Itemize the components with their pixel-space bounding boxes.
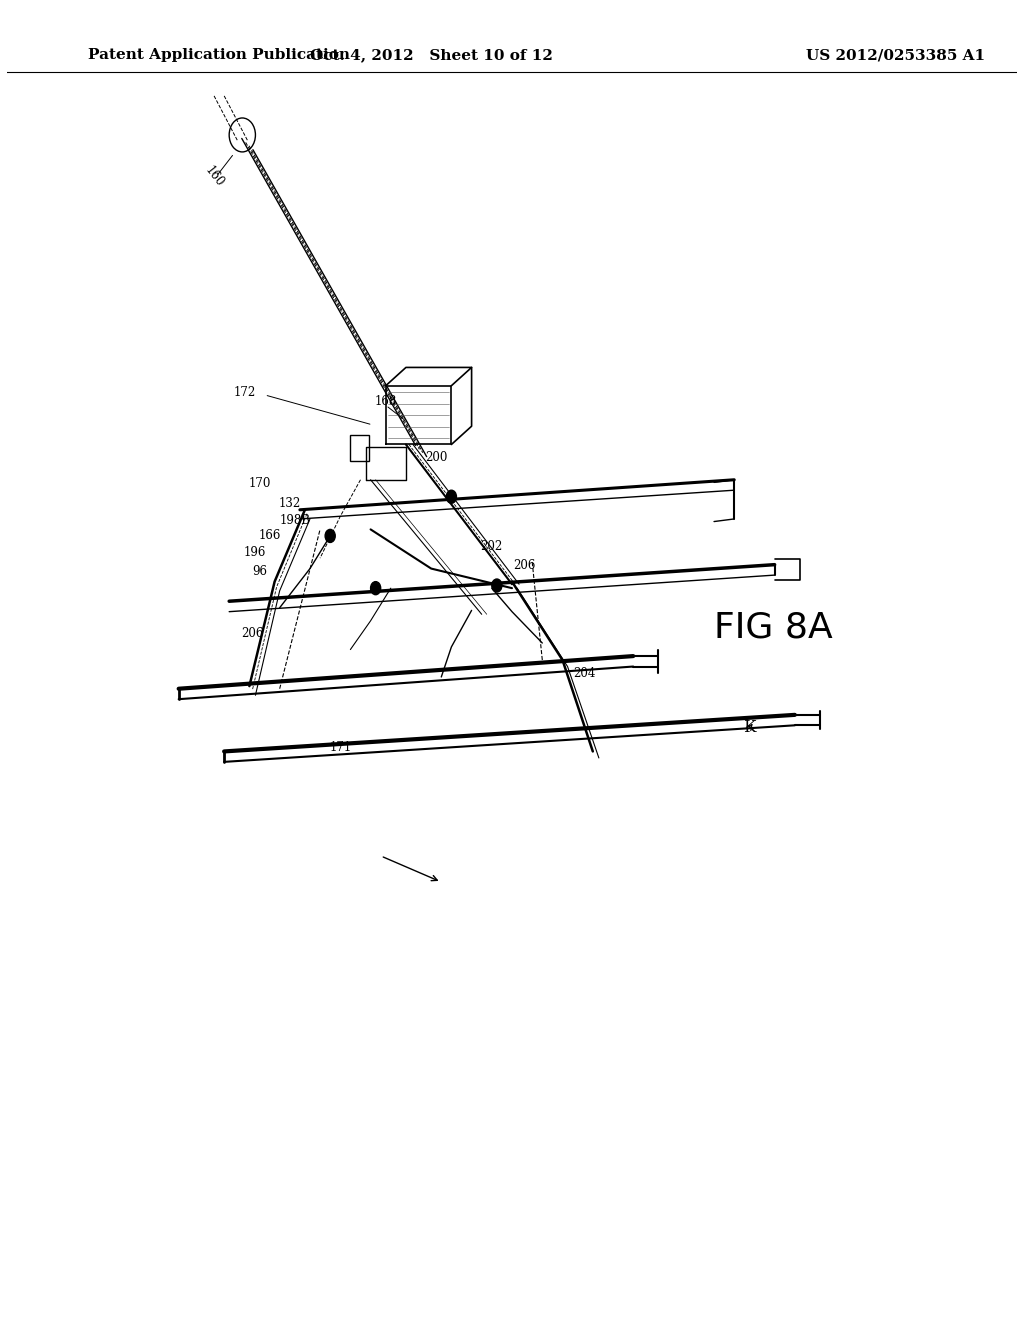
Text: 170: 170	[248, 477, 270, 490]
Text: 96: 96	[252, 565, 267, 578]
Text: 204: 204	[573, 667, 596, 680]
Circle shape	[371, 582, 381, 595]
Text: 206: 206	[242, 627, 263, 640]
Circle shape	[326, 529, 335, 543]
Text: 132: 132	[279, 496, 301, 510]
Text: FIG 8A: FIG 8A	[714, 610, 833, 644]
Text: K: K	[743, 719, 756, 737]
Text: US 2012/0253385 A1: US 2012/0253385 A1	[806, 49, 985, 62]
Text: 172: 172	[233, 385, 255, 399]
Text: Patent Application Publication: Patent Application Publication	[88, 49, 350, 62]
Bar	[350, 436, 369, 462]
Text: 160: 160	[202, 164, 226, 190]
Text: 202: 202	[480, 540, 503, 553]
Text: 206: 206	[513, 560, 536, 573]
Text: 166: 166	[258, 529, 281, 543]
Text: 171: 171	[329, 741, 351, 754]
Text: 168: 168	[375, 395, 397, 408]
Text: 198B: 198B	[280, 513, 310, 527]
Text: 200: 200	[425, 451, 447, 465]
Text: 196: 196	[244, 546, 265, 560]
Circle shape	[446, 490, 457, 503]
Circle shape	[492, 579, 502, 593]
Text: Oct. 4, 2012   Sheet 10 of 12: Oct. 4, 2012 Sheet 10 of 12	[309, 49, 553, 62]
